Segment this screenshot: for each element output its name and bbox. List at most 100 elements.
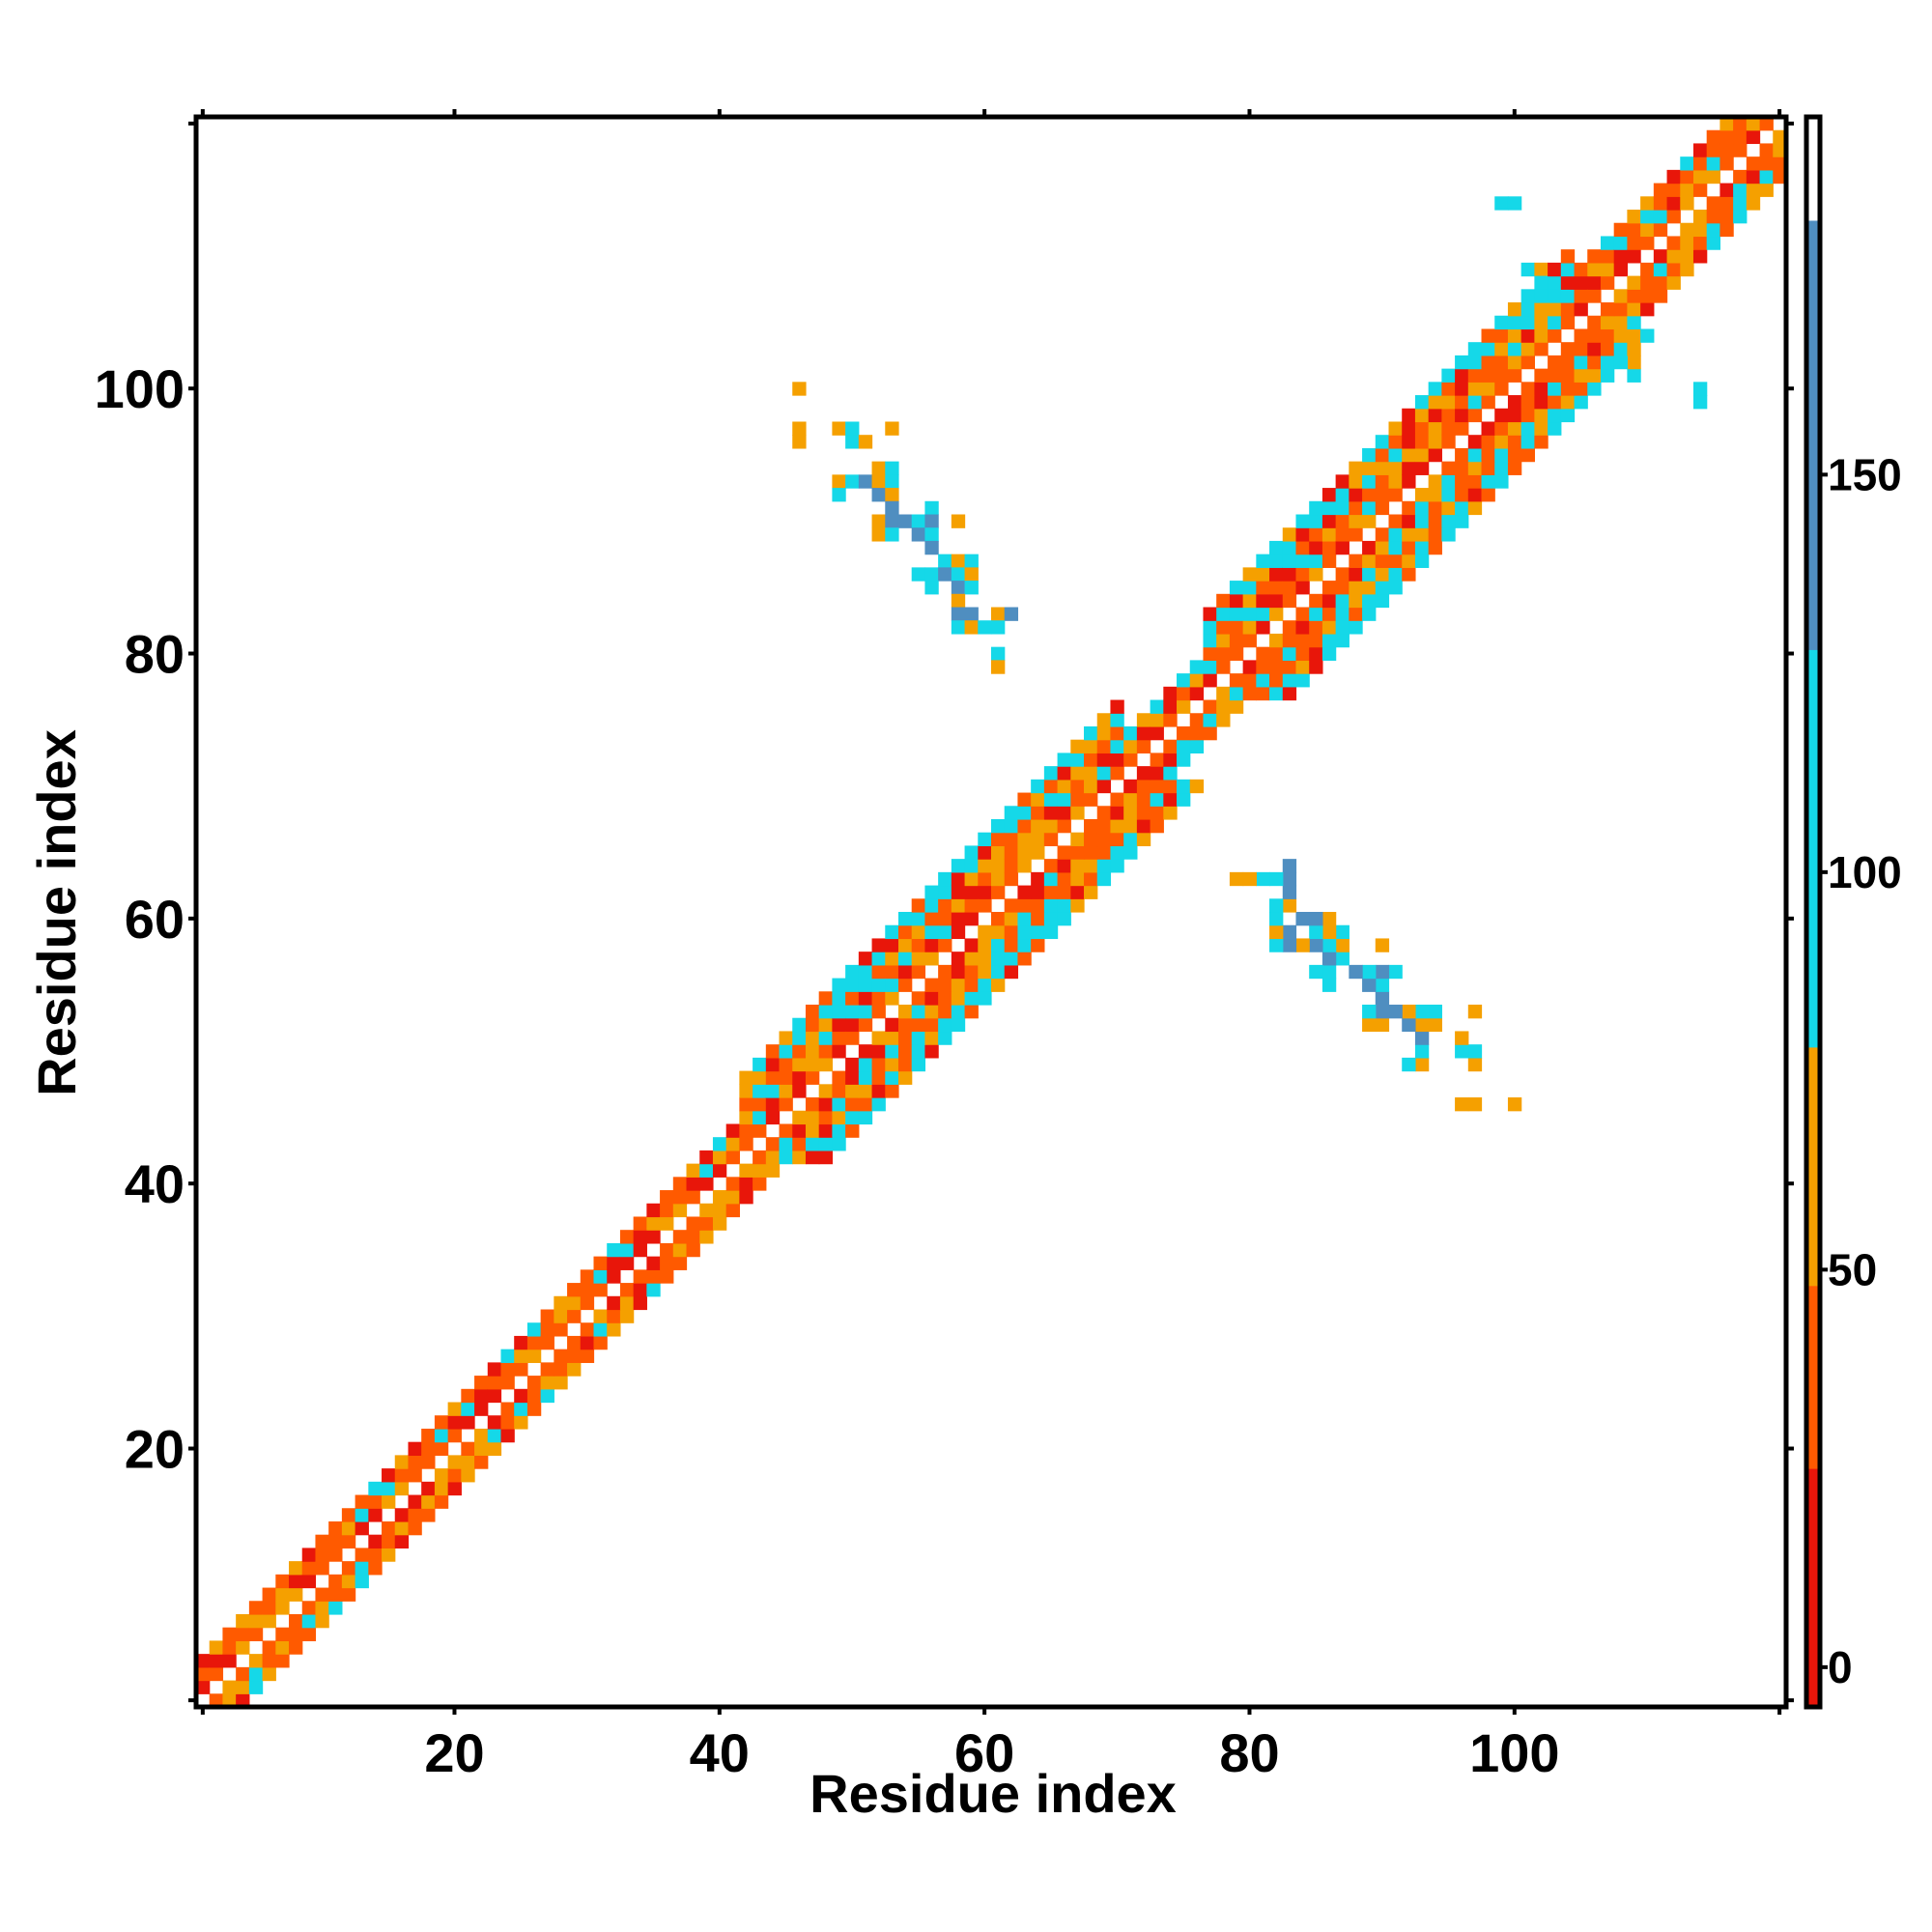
heatmap-cell <box>1534 262 1548 277</box>
heatmap-cell <box>1123 832 1138 847</box>
heatmap-cell <box>461 1441 475 1456</box>
heatmap-cell <box>1110 766 1124 781</box>
heatmap-cell <box>871 952 886 966</box>
heatmap-cell <box>1031 871 1045 887</box>
heatmap-cell <box>1467 355 1483 370</box>
heatmap-cell <box>1163 686 1178 701</box>
heatmap-cell <box>540 1362 554 1377</box>
heatmap-cell <box>818 1005 833 1019</box>
heatmap-cell <box>1309 660 1323 674</box>
heatmap-cell <box>1242 593 1257 609</box>
heatmap-cell <box>1309 646 1323 661</box>
heatmap-cell <box>1494 408 1509 423</box>
colorbar-band <box>1806 1046 1820 1287</box>
heatmap-cell <box>1335 924 1350 940</box>
heatmap-cell <box>421 1508 436 1522</box>
heatmap-cell <box>580 1269 595 1284</box>
heatmap-cell <box>1295 660 1310 674</box>
heatmap-cell <box>1349 607 1363 621</box>
heatmap-cell <box>1256 646 1270 661</box>
heatmap-cell <box>871 1031 886 1045</box>
heatmap-cell <box>951 898 966 913</box>
heatmap-cell <box>1017 924 1032 940</box>
heatmap-cell <box>421 1441 436 1456</box>
heatmap-cell <box>1123 806 1138 820</box>
heatmap-cell <box>660 1203 674 1218</box>
heatmap-cell <box>341 1534 356 1548</box>
heatmap-cell <box>301 1561 317 1576</box>
heatmap-cell <box>911 991 926 1006</box>
heatmap-cell <box>686 1216 700 1231</box>
heatmap-cell <box>1136 739 1151 753</box>
heatmap-cell <box>1150 806 1164 820</box>
heatmap-cell <box>1402 435 1416 449</box>
heatmap-cell <box>805 1057 820 1072</box>
heatmap-cell <box>818 1123 833 1138</box>
heatmap-cell <box>765 1150 781 1165</box>
heatmap-cell <box>248 1654 264 1668</box>
heatmap-cell <box>222 1680 237 1694</box>
heatmap-cell <box>1309 554 1323 568</box>
heatmap-cell <box>1163 753 1178 767</box>
heatmap-cell <box>1150 699 1164 714</box>
heatmap-cell <box>924 527 939 542</box>
heatmap-cell <box>1309 938 1323 952</box>
heatmap-cell <box>832 1084 846 1098</box>
heatmap-cell <box>1548 262 1562 277</box>
heatmap-cell <box>897 924 913 940</box>
heatmap-cell <box>1136 725 1151 741</box>
heatmap-cell <box>1719 129 1734 145</box>
heatmap-cell <box>1096 818 1112 834</box>
heatmap-cell <box>1441 514 1456 528</box>
heatmap-cell <box>500 1376 515 1390</box>
heatmap-cell <box>1031 912 1045 926</box>
heatmap-cell <box>1269 924 1284 940</box>
heatmap-cell <box>607 1269 621 1284</box>
heatmap-cell <box>1520 342 1535 356</box>
heatmap-cell <box>1216 713 1231 727</box>
heatmap-cell <box>1269 660 1284 674</box>
heatmap-cell <box>301 1574 317 1589</box>
heatmap-cell <box>991 620 1006 635</box>
heatmap-cell <box>1481 461 1495 475</box>
heatmap-cell <box>1031 779 1045 794</box>
heatmap-cell <box>1004 845 1019 860</box>
heatmap-cell <box>1136 779 1151 794</box>
heatmap-cell <box>911 1005 926 1019</box>
heatmap-cell <box>526 1388 542 1404</box>
heatmap-cell <box>1441 435 1456 449</box>
heatmap-cell <box>951 871 966 887</box>
heatmap-cell <box>1203 607 1217 621</box>
heatmap-cell <box>1428 1005 1442 1019</box>
heatmap-cell <box>421 1494 436 1509</box>
heatmap-cell <box>1004 806 1019 820</box>
heatmap-cell <box>1084 859 1098 873</box>
heatmap-cell <box>461 1455 475 1469</box>
heatmap-cell <box>1627 355 1641 370</box>
heatmap-cell <box>1520 382 1535 396</box>
heatmap-cell <box>1574 382 1588 396</box>
heatmap-cell <box>1242 633 1257 648</box>
heatmap-cell <box>1084 845 1098 860</box>
heatmap-cell <box>1110 792 1124 807</box>
heatmap-cell <box>1084 818 1098 834</box>
heatmap-cell <box>500 1428 515 1443</box>
heatmap-cell <box>978 620 992 635</box>
heatmap-cell <box>885 1044 899 1059</box>
heatmap-cell <box>1706 210 1721 224</box>
heatmap-cell <box>858 1110 873 1125</box>
heatmap-cell <box>1057 818 1071 834</box>
heatmap-cell <box>1216 633 1231 648</box>
heatmap-cell <box>871 964 886 980</box>
heatmap-cell <box>1309 514 1323 528</box>
heatmap-cell <box>1402 527 1416 542</box>
heatmap-cell <box>991 871 1006 887</box>
heatmap-cell <box>394 1520 410 1536</box>
heatmap-cell <box>1666 262 1681 277</box>
heatmap-cell <box>301 1627 317 1642</box>
heatmap-cell <box>1653 222 1668 238</box>
heatmap-cell <box>1560 302 1576 317</box>
heatmap-cell <box>633 1230 647 1244</box>
heatmap-cell <box>1507 342 1522 356</box>
heatmap-cell <box>991 832 1006 847</box>
